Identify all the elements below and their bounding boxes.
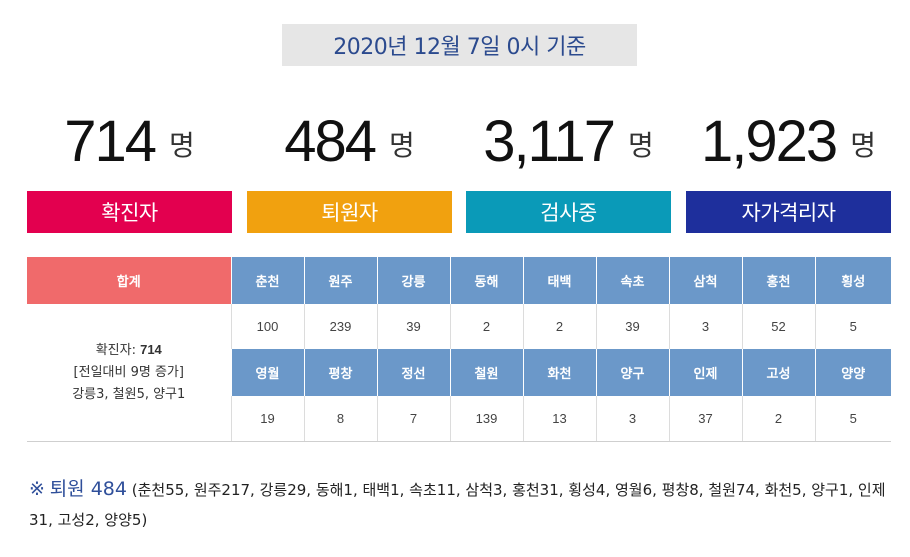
region-header: 고성 — [741, 349, 815, 396]
region-value: 19 — [230, 396, 304, 442]
stat-testing-number: 3,117 — [483, 109, 616, 174]
stat-quarantine-unit: 명 — [850, 129, 876, 162]
stat-quarantine-number: 1,923 — [701, 109, 838, 174]
label-testing: 검사중 — [466, 191, 671, 233]
label-confirmed: 확진자 — [27, 191, 232, 233]
region-value: 2 — [741, 396, 815, 442]
table-row: 영월 평창 정선 철원 화천 양구 인제 고성 양양 — [27, 349, 891, 396]
region-header: 화천 — [522, 349, 596, 396]
label-discharged: 퇴원자 — [247, 191, 452, 233]
region-header: 원주 — [303, 257, 377, 304]
region-header: 철원 — [449, 349, 523, 396]
stat-discharged-number: 484 — [284, 109, 377, 174]
region-value: 13 — [522, 396, 596, 442]
total-summary: 확진자: 714 [전일대비 9명 증가] 강릉3, 철원5, 양구1 — [27, 304, 231, 442]
region-value: 239 — [303, 304, 377, 349]
table-row: 19 8 7 139 13 3 37 2 5 — [27, 396, 891, 442]
region-value: 5 — [814, 304, 891, 349]
label-quarantine: 자가격리자 — [686, 191, 891, 233]
region-header: 양양 — [814, 349, 891, 396]
region-header: 동해 — [449, 257, 523, 304]
region-header: 영월 — [230, 349, 304, 396]
total-daily-change: [전일대비 9명 증가] — [73, 365, 184, 380]
stat-testing: 3,117 명 — [466, 108, 671, 172]
region-value: 8 — [303, 396, 377, 442]
stat-quarantine: 1,923 명 — [686, 108, 891, 172]
stat-confirmed-unit: 명 — [169, 129, 195, 162]
table-row: 확진자: 714 [전일대비 9명 증가] 강릉3, 철원5, 양구1 100 … — [27, 304, 891, 442]
discharge-footnote: ※ 퇴원 484 (춘천55, 원주217, 강릉29, 동해1, 태백1, 속… — [29, 474, 895, 535]
region-value: 3 — [668, 304, 742, 349]
region-header: 춘천 — [230, 257, 304, 304]
region-value: 3 — [595, 396, 669, 442]
region-header: 평창 — [303, 349, 377, 396]
discharge-total: 퇴원 484 — [49, 478, 127, 500]
total-confirmed-label: 확진자: — [95, 343, 141, 358]
region-value: 5 — [814, 396, 891, 442]
table-row: 합계 춘천 원주 강릉 동해 태백 속초 삼척 홍천 횡성 — [27, 257, 891, 304]
region-value: 7 — [376, 396, 450, 442]
total-header: 합계 — [27, 257, 231, 304]
stat-discharged-unit: 명 — [389, 129, 415, 162]
region-header: 횡성 — [814, 257, 891, 304]
date-banner: 2020년 12월 7일 0시 기준 — [282, 24, 637, 66]
region-value: 52 — [741, 304, 815, 349]
region-header: 홍천 — [741, 257, 815, 304]
stat-confirmed-number: 714 — [64, 109, 157, 174]
stat-discharged: 484 명 — [247, 108, 452, 172]
region-header: 인제 — [668, 349, 742, 396]
region-header: 강릉 — [376, 257, 450, 304]
region-value: 2 — [522, 304, 596, 349]
reference-mark-icon: ※ — [29, 478, 45, 500]
discharge-breakdown: (춘천55, 원주217, 강릉29, 동해1, 태백1, 속초11, 삼척3,… — [29, 481, 886, 529]
region-header: 정선 — [376, 349, 450, 396]
region-table: 합계 춘천 원주 강릉 동해 태백 속초 삼척 홍천 횡성 확진자: 714 [… — [27, 257, 891, 442]
stat-testing-unit: 명 — [628, 129, 654, 162]
region-value: 39 — [376, 304, 450, 349]
region-value: 37 — [668, 396, 742, 442]
total-new-regions: 강릉3, 철원5, 양구1 — [72, 387, 186, 402]
total-confirmed-value: 714 — [140, 342, 162, 357]
region-value: 39 — [595, 304, 669, 349]
region-value: 2 — [449, 304, 523, 349]
region-value: 100 — [230, 304, 304, 349]
region-header: 양구 — [595, 349, 669, 396]
stat-confirmed: 714 명 — [27, 108, 232, 172]
region-header: 태백 — [522, 257, 596, 304]
region-header: 속초 — [595, 257, 669, 304]
region-header: 삼척 — [668, 257, 742, 304]
region-value: 139 — [449, 396, 523, 442]
total-confirmed-line: 확진자: 714 — [27, 339, 231, 362]
